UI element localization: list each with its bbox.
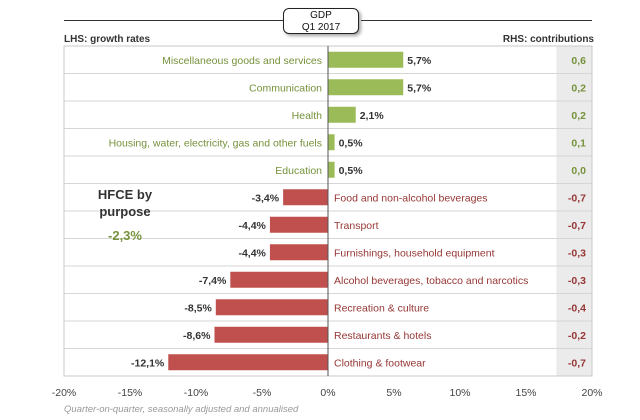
value-label: -12,1% (131, 357, 165, 369)
lhs-label: LHS: growth rates (64, 34, 151, 45)
contribution-value: -0,7 (568, 192, 586, 204)
value-label: -7,4% (199, 275, 227, 287)
header-rule-right (361, 20, 592, 21)
category-label: Health (292, 110, 323, 122)
contribution-value: -0,3 (568, 275, 586, 287)
contribution-value: -0,7 (568, 220, 586, 232)
value-label: -8,5% (184, 302, 212, 314)
category-label: Miscellaneous goods and services (162, 55, 322, 67)
contribution-value: -0,3 (568, 247, 586, 259)
annotation-value: -2,3% (108, 228, 142, 243)
value-label: -4,4% (238, 220, 266, 232)
category-label: Furnishings, household equipment (334, 247, 495, 259)
bar (328, 79, 404, 96)
gdp-title: GDP (310, 10, 332, 21)
bar (328, 134, 335, 151)
category-label: Alcohol beverages, tobacco and narcotics (334, 275, 528, 287)
x-tick-label: 5% (386, 387, 401, 399)
header-rule-left (64, 20, 283, 21)
x-tick-label: -5% (253, 387, 272, 399)
x-tick-label: -10% (184, 387, 209, 399)
bar (214, 326, 328, 343)
contribution-value: 0,2 (571, 110, 586, 122)
category-label: Housing, water, electricity, gas and oth… (109, 137, 322, 149)
gdp-period: Q1 2017 (301, 22, 341, 33)
contribution-value: 0,1 (571, 137, 586, 149)
x-tick-label: -15% (118, 387, 143, 399)
bar (328, 106, 356, 123)
gdp-title-box: GDP Q1 2017 (283, 8, 359, 34)
x-tick-label: 20% (581, 387, 602, 399)
value-label: 2,1% (360, 110, 385, 122)
bar (230, 271, 328, 288)
bar (328, 161, 335, 178)
value-label: 0,5% (339, 165, 364, 177)
annotation-title: HFCE by (98, 187, 153, 202)
x-tick-label: 15% (515, 387, 536, 399)
bar (269, 244, 328, 261)
value-label: -8,6% (183, 330, 211, 342)
value-label: 5,7% (407, 55, 432, 67)
footnote: Quarter-on-quarter, seasonally adjusted … (64, 404, 299, 415)
value-label: 5,7% (407, 82, 432, 94)
bar (328, 51, 404, 68)
category-label: Communication (249, 82, 322, 94)
x-tick-label: -20% (52, 387, 77, 399)
value-label: -3,4% (252, 192, 280, 204)
value-label: -4,4% (238, 247, 266, 259)
rhs-label: RHS: contributions (502, 34, 594, 45)
category-label: Transport (334, 220, 379, 232)
value-label: 0,5% (339, 137, 364, 149)
contribution-value: 0,6 (571, 55, 586, 67)
category-label: Recreation & culture (334, 302, 429, 314)
contribution-value: -0,2 (568, 330, 586, 342)
x-tick-label: 0% (320, 387, 335, 399)
bar (168, 354, 328, 371)
category-label: Education (275, 165, 322, 177)
contribution-value: 0,0 (571, 165, 586, 177)
contribution-value: -0,7 (568, 357, 586, 369)
category-label: Restaurants & hotels (334, 330, 431, 342)
annotation-title: purpose (99, 204, 150, 219)
category-label: Food and non-alcohol beverages (334, 192, 488, 204)
category-label: Clothing & footwear (334, 357, 426, 369)
contribution-value: 0,2 (571, 82, 586, 94)
contribution-value: -0,4 (568, 302, 586, 314)
x-tick-label: 10% (449, 387, 470, 399)
bar (215, 299, 328, 316)
bar (283, 189, 328, 206)
bar (269, 216, 328, 233)
